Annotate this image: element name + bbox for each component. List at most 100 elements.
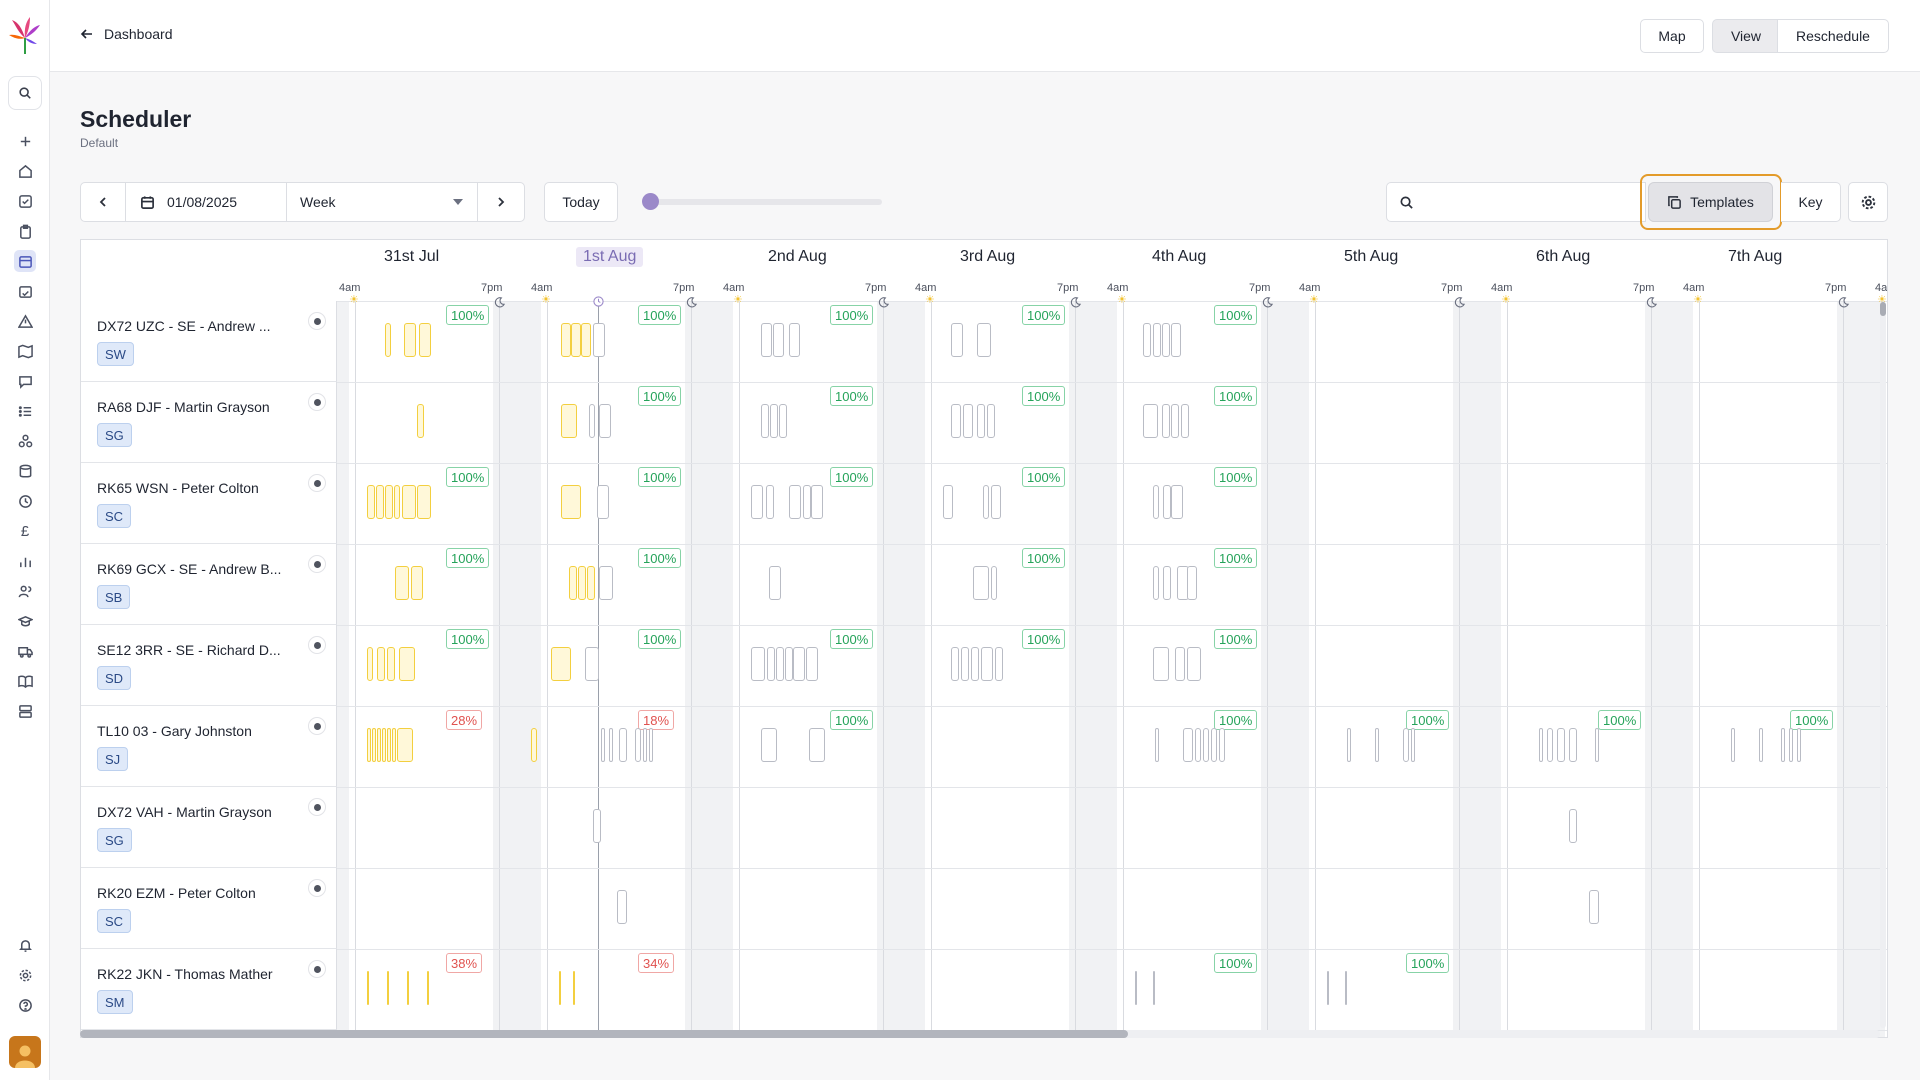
resource-row-header[interactable]: RK22 JKN - Thomas Mather SM — [81, 949, 337, 1030]
range-select[interactable]: Week — [286, 182, 478, 222]
network-icon[interactable] — [14, 430, 36, 452]
job-block[interactable] — [587, 566, 595, 600]
job-block[interactable] — [395, 566, 409, 600]
job-block[interactable] — [561, 485, 581, 519]
next-period-button[interactable] — [477, 182, 525, 222]
job-block[interactable] — [1135, 971, 1137, 1005]
job-block[interactable] — [779, 404, 787, 438]
job-block[interactable] — [372, 728, 376, 762]
job-block[interactable] — [1187, 566, 1197, 600]
job-block[interactable] — [635, 728, 641, 762]
database-icon[interactable] — [14, 460, 36, 482]
job-block[interactable] — [1781, 728, 1785, 762]
job-block[interactable] — [1327, 971, 1329, 1005]
resource-status-dot-icon[interactable] — [308, 312, 326, 330]
job-block[interactable] — [1375, 728, 1379, 762]
resource-status-dot-icon[interactable] — [308, 717, 326, 735]
job-block[interactable] — [1171, 485, 1183, 519]
job-block[interactable] — [1153, 647, 1169, 681]
job-block[interactable] — [581, 323, 591, 357]
job-block[interactable] — [963, 404, 973, 438]
job-block[interactable] — [593, 809, 601, 843]
resource-status-dot-icon[interactable] — [308, 879, 326, 897]
job-block[interactable] — [411, 566, 423, 600]
clock-icon[interactable] — [14, 490, 36, 512]
job-block[interactable] — [770, 404, 778, 438]
back-to-dashboard-link[interactable]: Dashboard — [80, 26, 173, 42]
resource-row-header[interactable]: RK20 EZM - Peter Colton SC — [81, 868, 337, 949]
key-button[interactable]: Key — [1781, 182, 1841, 222]
list-icon[interactable] — [14, 400, 36, 422]
job-block[interactable] — [1171, 404, 1179, 438]
job-block[interactable] — [983, 485, 989, 519]
job-block[interactable] — [943, 485, 953, 519]
job-block[interactable] — [1789, 728, 1793, 762]
job-block[interactable] — [1162, 404, 1170, 438]
job-block[interactable] — [1557, 728, 1565, 762]
alert-icon[interactable] — [14, 310, 36, 332]
job-block[interactable] — [377, 728, 381, 762]
job-block[interactable] — [589, 404, 595, 438]
pound-icon[interactable]: £ — [20, 522, 30, 540]
job-block[interactable] — [407, 971, 409, 1005]
search-input[interactable] — [1422, 193, 1626, 211]
job-block[interactable] — [1569, 809, 1577, 843]
job-block[interactable] — [392, 728, 396, 762]
resource-status-dot-icon[interactable] — [308, 474, 326, 492]
settings-button[interactable] — [1848, 182, 1888, 222]
book-icon[interactable] — [14, 670, 36, 692]
today-button[interactable]: Today — [544, 182, 618, 222]
job-block[interactable] — [402, 485, 416, 519]
job-block[interactable] — [767, 647, 775, 681]
avatar[interactable] — [9, 1036, 41, 1068]
horizontal-scrollbar-thumb[interactable] — [80, 1030, 1128, 1038]
job-block[interactable] — [427, 971, 429, 1005]
clipboard-icon[interactable] — [14, 220, 36, 242]
job-block[interactable] — [367, 485, 375, 519]
job-block[interactable] — [1183, 728, 1193, 762]
job-block[interactable] — [1163, 485, 1171, 519]
job-block[interactable] — [1539, 728, 1543, 762]
job-block[interactable] — [1181, 404, 1189, 438]
job-block[interactable] — [1171, 323, 1181, 357]
job-block[interactable] — [981, 647, 993, 681]
job-block[interactable] — [643, 728, 647, 762]
job-block[interactable] — [793, 647, 805, 681]
job-block[interactable] — [1595, 728, 1599, 762]
job-block[interactable] — [977, 323, 991, 357]
job-block[interactable] — [376, 485, 384, 519]
job-block[interactable] — [803, 485, 811, 519]
graduation-icon[interactable] — [14, 610, 36, 632]
job-block[interactable] — [559, 971, 561, 1005]
gear-icon[interactable] — [14, 964, 36, 986]
job-block[interactable] — [1589, 890, 1599, 924]
calendar-check-icon[interactable] — [14, 280, 36, 302]
users-icon[interactable] — [14, 580, 36, 602]
job-block[interactable] — [1153, 323, 1161, 357]
job-block[interactable] — [601, 728, 605, 762]
job-block[interactable] — [973, 566, 989, 600]
job-block[interactable] — [995, 647, 1003, 681]
job-block[interactable] — [1143, 323, 1151, 357]
job-block[interactable] — [551, 647, 571, 681]
job-block[interactable] — [1163, 566, 1171, 600]
job-block[interactable] — [1797, 728, 1801, 762]
job-block[interactable] — [1153, 485, 1159, 519]
resource-row-header[interactable]: RA68 DJF - Martin Grayson SG — [81, 382, 337, 463]
job-block[interactable] — [377, 647, 385, 681]
job-block[interactable] — [751, 485, 763, 519]
job-block[interactable] — [419, 323, 431, 357]
job-block[interactable] — [593, 323, 605, 357]
job-block[interactable] — [585, 647, 599, 681]
job-block[interactable] — [769, 566, 781, 600]
job-block[interactable] — [609, 728, 613, 762]
job-block[interactable] — [1175, 647, 1185, 681]
job-block[interactable] — [951, 404, 961, 438]
job-block[interactable] — [394, 485, 400, 519]
help-icon[interactable] — [14, 994, 36, 1016]
job-block[interactable] — [385, 323, 391, 357]
job-block[interactable] — [561, 323, 571, 357]
resource-status-dot-icon[interactable] — [308, 960, 326, 978]
job-block[interactable] — [382, 728, 386, 762]
job-block[interactable] — [811, 485, 823, 519]
